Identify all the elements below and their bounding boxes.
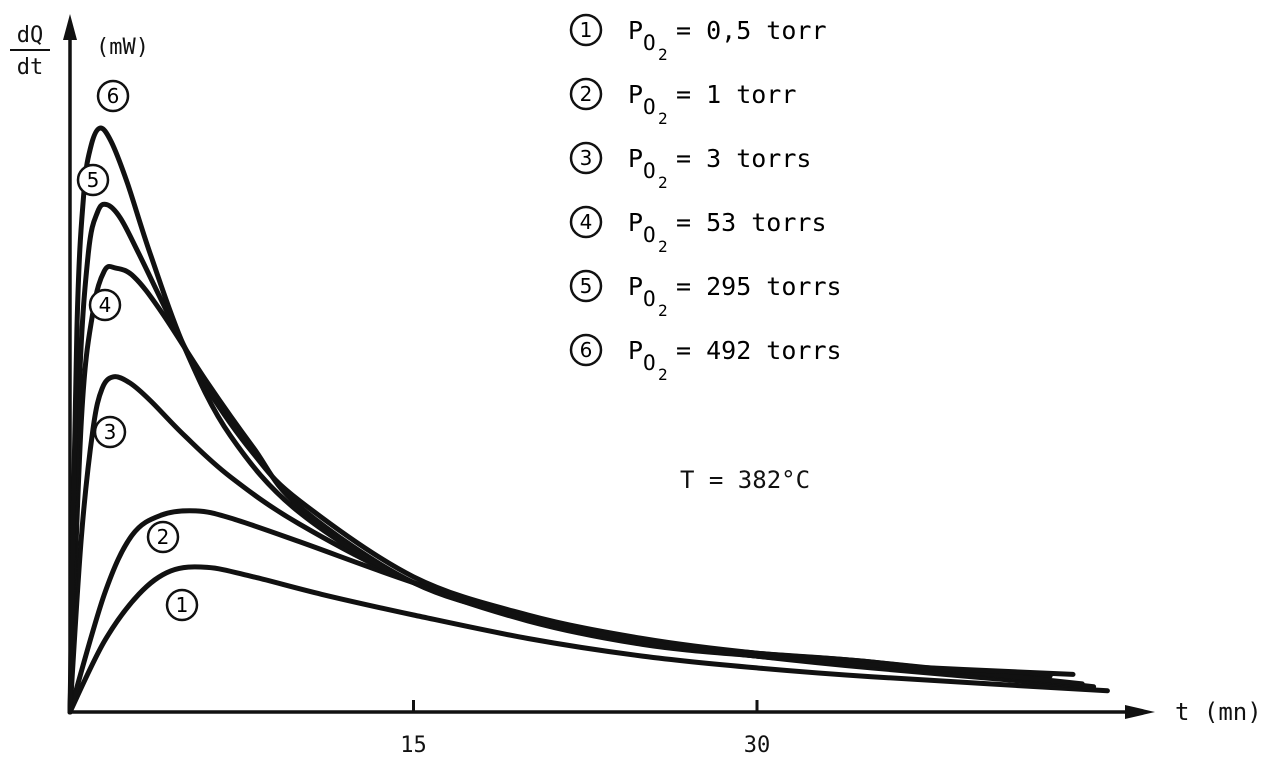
legend-variable: P <box>628 208 643 237</box>
legend-marker-circle <box>569 205 603 239</box>
legend-entry-5: 5 P O 2 = 295 torrs <box>569 269 842 320</box>
legend-label: = 1 torr <box>676 80 796 109</box>
legend-label: = 53 torrs <box>676 208 827 237</box>
legend-marker-circle <box>569 77 603 111</box>
legend-variable: P <box>628 16 643 45</box>
curve-marker-label: 1 <box>176 593 189 617</box>
legend-subscript: O <box>643 287 656 311</box>
legend-marker-label: 3 <box>580 146 593 170</box>
legend-entry-2: 2 P O 2= 1 torr <box>569 77 796 128</box>
legend-subscript: O <box>643 351 656 375</box>
series-line-3 <box>67 374 1053 715</box>
legend-marker-circle <box>569 269 603 303</box>
legend-subscript: O <box>643 31 656 55</box>
legend-label: = 492 torrs <box>676 336 842 365</box>
curve-markers: 1 2 3 4 5 6 <box>76 79 199 622</box>
legend-subsubscript: 2 <box>658 301 668 320</box>
curve-marker-label: 2 <box>157 525 170 549</box>
legend-subsubscript: 2 <box>658 173 668 192</box>
curve-marker-circle <box>88 288 122 322</box>
series-line-6 <box>67 125 1076 715</box>
curve-marker-3: 3 <box>93 415 127 449</box>
legend-subsubscript: 2 <box>658 45 668 64</box>
legend-variable: P <box>628 80 643 109</box>
legend-variable: P <box>628 144 643 173</box>
legend-entry-1: 1 P O 2 = 0,5 torr <box>569 13 827 64</box>
curve-marker-label: 4 <box>99 293 112 317</box>
series-curves <box>67 125 1110 715</box>
legend-marker-label: 2 <box>580 82 593 106</box>
legend-marker-label: 4 <box>580 210 593 234</box>
x-ticks: 15 30 <box>400 700 770 758</box>
x-axis-label: t (mn) <box>1175 698 1262 726</box>
legend-variable: P <box>628 272 643 301</box>
curve-marker-circle <box>96 79 130 113</box>
curve-marker-6: 6 <box>96 79 130 113</box>
legend-variable: P <box>628 336 643 365</box>
legend-marker-label: 5 <box>580 274 593 298</box>
x-tick-label-15: 15 <box>400 733 427 758</box>
y-label-denominator: dt <box>17 55 44 80</box>
temperature-annotation: T = 382°C <box>680 466 810 494</box>
curve-marker-circle <box>146 520 180 554</box>
legend-label: = 295 torrs <box>676 272 842 301</box>
legend-subsubscript: 2 <box>658 109 668 128</box>
x-tick-label-30: 30 <box>744 733 771 758</box>
curve-marker-1: 1 <box>165 588 199 622</box>
curve-marker-2: 2 <box>146 520 180 554</box>
legend-marker-label: 1 <box>580 18 593 42</box>
curve-marker-circle <box>76 163 110 197</box>
legend-subsubscript: 2 <box>658 365 668 384</box>
curve-marker-label: 6 <box>107 84 120 108</box>
curve-marker-circle <box>93 415 127 449</box>
x-axis-arrow <box>1125 705 1155 719</box>
legend-subscript: O <box>643 95 656 119</box>
y-unit-label: (mW) <box>96 35 149 60</box>
y-axis-arrow <box>63 14 77 40</box>
legend-subsubscript: 2 <box>658 237 668 256</box>
legend-label: = 3 torrs <box>676 144 811 173</box>
legend-label: = 0,5 torr <box>676 16 827 45</box>
curve-marker-circle <box>165 588 199 622</box>
legend-marker-circle <box>569 13 603 47</box>
series-line-5 <box>67 201 1085 715</box>
legend-marker-label: 6 <box>580 338 593 362</box>
legend-subscript: O <box>643 159 656 183</box>
legend-marker-circle <box>569 141 603 175</box>
legend-entry-4: 4 P O 2 = 53 torrs <box>569 205 827 256</box>
y-label-numerator: dQ <box>17 23 44 48</box>
curve-marker-5: 5 <box>76 163 110 197</box>
legend-entry-3: 3 P O 2 = 3 torrs <box>569 141 811 192</box>
curve-marker-label: 3 <box>104 420 117 444</box>
curve-marker-4: 4 <box>88 288 122 322</box>
legend-entry-6: 6 P O 2 = 492 torrs <box>569 333 842 384</box>
legend-marker-circle <box>569 333 603 367</box>
series-line-1 <box>67 564 1110 715</box>
legend-subscript: O <box>643 223 656 247</box>
curve-marker-label: 5 <box>87 168 100 192</box>
